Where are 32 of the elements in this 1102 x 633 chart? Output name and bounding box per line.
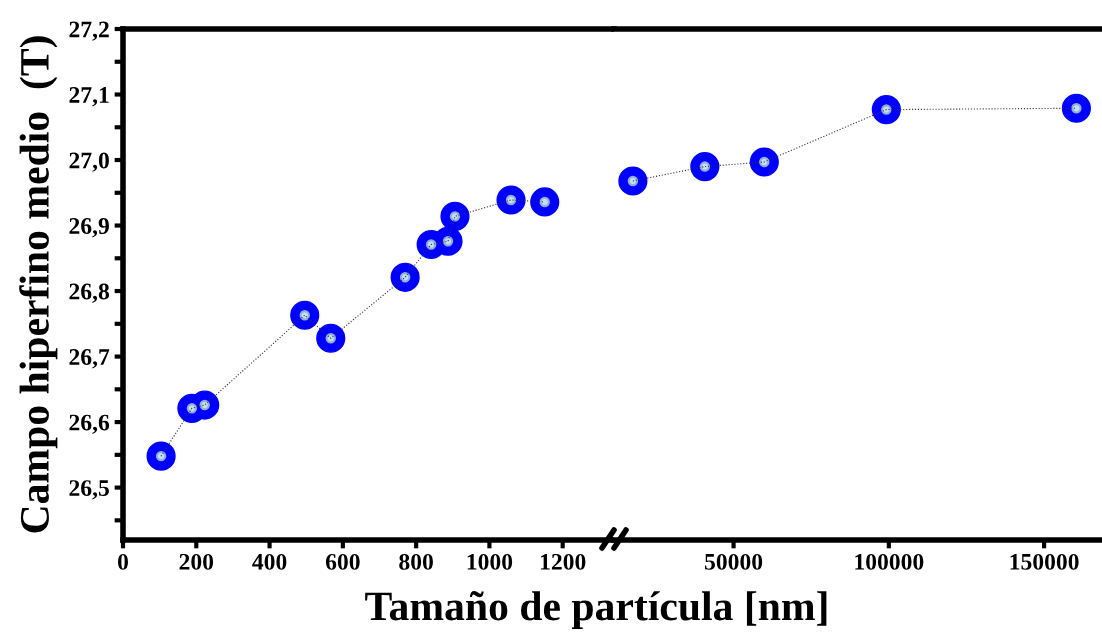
x-tick-label: 1200 [540, 553, 586, 570]
point [871, 94, 901, 125]
y-tick-label: 27,0 [69, 152, 109, 172]
x-tick-label: 800 [399, 553, 433, 570]
x-tick-label: 1000 [467, 553, 513, 570]
y-tick-label: 26,8 [69, 283, 110, 303]
point [316, 323, 346, 353]
x-axis-title: Tamaño de partícula [nm] [365, 591, 827, 629]
point [749, 147, 779, 177]
y-tick-label: 26,5 [69, 480, 109, 500]
x-tick-label: 200 [179, 553, 214, 570]
x-tick-label: 0 [118, 553, 128, 570]
point [496, 185, 526, 215]
point [146, 441, 176, 471]
x-tick-label: 400 [252, 553, 287, 570]
y-axis-title: Campo hiperfino medio (T) [19, 36, 58, 533]
point [390, 262, 420, 292]
y-tick-label: 27,1 [69, 87, 109, 107]
y-tick-label: 27,2 [69, 21, 109, 41]
x-tick-label: 600 [325, 553, 360, 570]
x-tick-label: 100000 [855, 553, 924, 570]
y-tick-label: 26,7 [69, 349, 110, 369]
x-tick-label: 50000 [704, 553, 763, 570]
point [290, 300, 320, 330]
point [1061, 93, 1091, 123]
y-tick-label: 26,9 [69, 218, 109, 238]
x-tick-label: 150000 [1010, 553, 1079, 570]
point [530, 187, 560, 217]
point [618, 166, 648, 196]
point [440, 201, 470, 231]
point [690, 151, 720, 182]
y-tick-label: 26,6 [69, 414, 110, 434]
